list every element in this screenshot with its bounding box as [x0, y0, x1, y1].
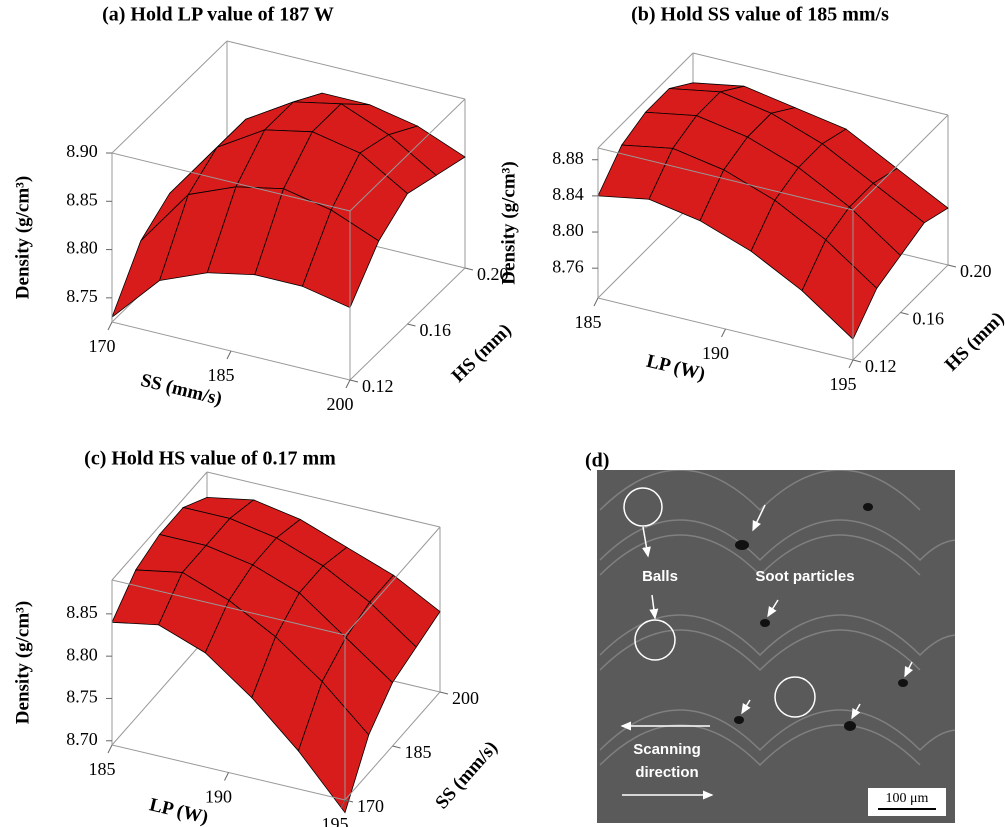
- sem-panel: (d) Balls Soot pa: [585, 450, 955, 823]
- x-tick-label: 190: [702, 343, 729, 363]
- box-edge: [852, 114, 949, 211]
- y-axis-label: HS (mm): [448, 320, 516, 387]
- chart-title: (a) Hold LP value of 187 W: [102, 4, 334, 26]
- z-tick-label: 8.85: [66, 189, 98, 209]
- chart-title: (b) Hold SS value of 185 mm/s: [631, 4, 889, 26]
- y-tick-label: 185: [405, 742, 432, 762]
- box-edge: [344, 526, 441, 636]
- x-tick: [226, 350, 232, 360]
- box-edge: [597, 202, 694, 299]
- surface-patch: [301, 209, 380, 309]
- x-tick-label: 195: [830, 374, 857, 394]
- y-tick: [344, 799, 354, 803]
- y-axis-label: SS (mm/s): [431, 737, 502, 813]
- y-tick: [392, 745, 401, 749]
- z-axis-label: Density (g/cm³): [12, 176, 33, 299]
- y-axis-label: HS (mm): [941, 308, 1005, 375]
- box-edge: [111, 471, 208, 581]
- x-tick: [848, 359, 854, 369]
- z-tick-label: 8.80: [552, 220, 584, 240]
- z-tick-label: 8.70: [66, 729, 98, 749]
- box-edge: [111, 152, 351, 212]
- y-tick: [407, 323, 416, 327]
- scale-bar-label: 100 μm: [886, 791, 929, 806]
- y-tick-label: 170: [357, 796, 384, 816]
- x-tick: [340, 799, 346, 809]
- z-tick-label: 8.85: [66, 602, 98, 622]
- y-tick-label: 0.20: [477, 264, 509, 284]
- z-tick-label: 8.80: [66, 644, 98, 664]
- y-tick: [439, 691, 449, 695]
- box-edge: [692, 52, 949, 116]
- x-tick: [345, 379, 351, 389]
- x-tick: [224, 772, 229, 781]
- z-tick-label: 8.84: [552, 184, 584, 204]
- y-tick: [464, 267, 474, 271]
- z-tick-label: 8.76: [552, 256, 584, 276]
- y-tick-label: 0.12: [362, 376, 394, 396]
- annotation: Soot particles: [755, 568, 854, 585]
- box-edge: [111, 636, 208, 746]
- box-edge: [349, 98, 466, 212]
- chart-title: (c) Hold HS value of 0.17 mm: [84, 448, 336, 470]
- y-tick: [852, 359, 862, 363]
- surface-chart: (c) Hold HS value of 0.17 mm 185 190 195 170…: [12, 448, 502, 827]
- box-edge: [111, 40, 228, 154]
- annotation: Scanning: [633, 741, 701, 758]
- surface-chart: (a) Hold LP value of 187 W 170 185 200 0.12 0…: [12, 4, 515, 415]
- box-edge: [226, 40, 466, 100]
- z-axis-label: Density (g/cm³): [12, 601, 33, 724]
- annotation: direction: [635, 764, 698, 781]
- box-edge: [597, 147, 854, 211]
- z-tick-label: 8.90: [66, 141, 98, 161]
- surface-patch: [801, 239, 878, 340]
- z-tick-label: 8.75: [66, 286, 98, 306]
- x-tick: [593, 297, 599, 307]
- x-axis-label: LP (W): [147, 794, 210, 827]
- z-tick-label: 8.80: [66, 238, 98, 258]
- x-tick-label: 200: [327, 394, 354, 414]
- y-tick: [947, 264, 957, 268]
- surface-chart: (b) Hold SS value of 185 mm/s 185 190 195 0.…: [498, 4, 1005, 395]
- x-tick-label: 195: [322, 814, 349, 827]
- surface-patch: [297, 680, 370, 814]
- z-axis-label: Density (g/cm³): [498, 161, 519, 284]
- x-tick: [107, 321, 113, 331]
- x-tick-label: 185: [89, 759, 116, 779]
- x-tick-label: 190: [205, 787, 232, 807]
- y-tick-label: 0.20: [960, 261, 992, 281]
- z-tick-label: 8.88: [552, 148, 584, 168]
- y-tick: [349, 379, 359, 383]
- annotation: Balls: [642, 568, 678, 585]
- x-tick-label: 185: [208, 365, 235, 385]
- y-tick-label: 200: [452, 688, 479, 708]
- y-tick-label: 0.16: [913, 309, 945, 329]
- y-tick-label: 0.16: [420, 320, 452, 340]
- box-edge: [206, 471, 441, 528]
- y-tick-label: 0.12: [865, 356, 897, 376]
- x-tick: [721, 328, 726, 338]
- z-tick-label: 8.75: [66, 687, 98, 707]
- box-edge: [111, 579, 346, 636]
- box-edge: [597, 52, 694, 149]
- x-tick-label: 185: [575, 312, 602, 332]
- x-tick-label: 170: [89, 336, 116, 356]
- x-axis-label: LP (W): [644, 351, 707, 385]
- y-tick: [900, 312, 909, 315]
- panel-label: (d): [585, 450, 609, 472]
- x-tick: [107, 744, 113, 754]
